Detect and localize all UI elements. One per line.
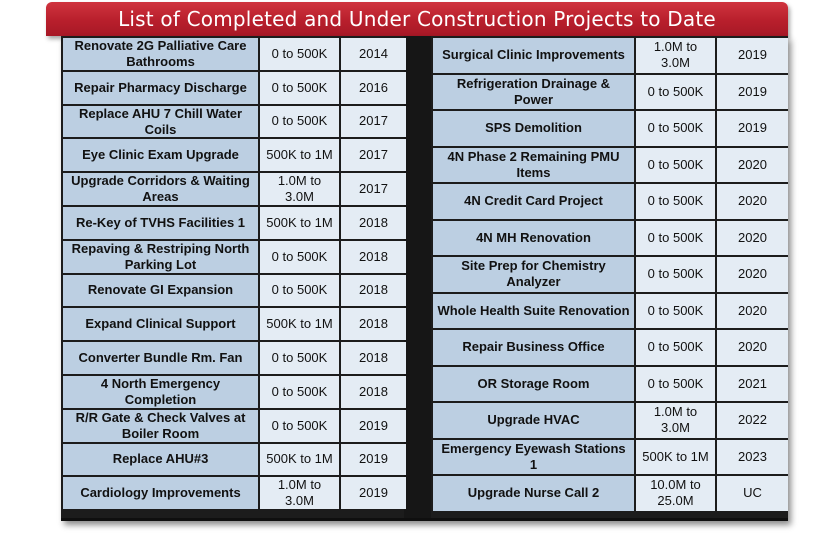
- year-cell: 2019: [717, 111, 788, 146]
- year-cell: 2018: [341, 206, 406, 239]
- project-name-cell: 4 North Emergency Completion: [63, 375, 258, 408]
- year-cell: 2019: [341, 443, 406, 476]
- cost-range-cell: 1.0M to 3.0M: [636, 403, 715, 438]
- cost-range-cell: 0 to 500K: [636, 293, 715, 328]
- year-cell: UC: [717, 476, 788, 511]
- year-cell: 2020: [717, 220, 788, 255]
- project-name-cell: Cardiology Improvements: [63, 477, 258, 510]
- cost-range-cell: 0 to 500K: [636, 220, 715, 255]
- year-cell: 2019: [341, 477, 406, 510]
- year-cell: 2023: [717, 439, 788, 474]
- project-name-cell: Converter Bundle Rm. Fan: [63, 342, 258, 374]
- project-name-cell: Upgrade Nurse Call 2: [433, 476, 634, 511]
- cost-range-cell: 0 to 500K: [636, 257, 715, 292]
- project-name-cell: Repair Business Office: [433, 330, 634, 365]
- cost-range-cell: 500K to 1M: [260, 206, 339, 239]
- left-project-table: Renovate 2G Palliative Care Bathrooms 0 t…: [63, 38, 406, 510]
- cost-range-cell: 0 to 500K: [260, 240, 339, 273]
- project-name-cell: Replace AHU 7 Chill Water Coils: [63, 105, 258, 138]
- year-cell: 2020: [717, 184, 788, 219]
- year-cell: 2018: [341, 375, 406, 408]
- cost-range-cell: 0 to 500K: [636, 147, 715, 182]
- project-name-cell: Repair Pharmacy Discharge: [63, 71, 258, 104]
- project-name-cell: Expand Clinical Support: [63, 308, 258, 341]
- year-cell: 2016: [341, 71, 406, 104]
- project-name-cell: Replace AHU#3: [63, 443, 258, 476]
- year-cell: 2018: [341, 308, 406, 341]
- cost-range-cell: 500K to 1M: [636, 439, 715, 474]
- cost-range-cell: 0 to 500K: [260, 409, 339, 442]
- year-cell: 2018: [341, 240, 406, 273]
- title-banner: List of Completed and Under Construction…: [46, 2, 788, 36]
- year-cell: 2014: [341, 38, 406, 70]
- column-divider: [404, 36, 431, 518]
- year-cell: 2021: [717, 366, 788, 401]
- cost-range-cell: 500K to 1M: [260, 443, 339, 476]
- year-cell: 2022: [717, 403, 788, 438]
- cost-range-cell: 1.0M to 3.0M: [260, 477, 339, 510]
- year-cell: 2018: [341, 274, 406, 307]
- cost-range-cell: 0 to 500K: [260, 38, 339, 70]
- project-name-cell: Surgical Clinic Improvements: [433, 38, 634, 73]
- year-cell: 2017: [341, 173, 406, 205]
- project-name-cell: Repaving & Restriping North Parking Lot: [63, 240, 258, 273]
- cost-range-cell: 0 to 500K: [636, 111, 715, 146]
- cost-range-cell: 0 to 500K: [636, 330, 715, 365]
- project-name-cell: Emergency Eyewash Stations 1: [433, 439, 634, 474]
- cost-range-cell: 0 to 500K: [260, 71, 339, 104]
- project-name-cell: Upgrade HVAC: [433, 403, 634, 438]
- year-cell: 2019: [717, 74, 788, 109]
- year-cell: 2019: [717, 38, 788, 73]
- cost-range-cell: 1.0M to 3.0M: [260, 173, 339, 205]
- year-cell: 2017: [341, 105, 406, 138]
- cost-range-cell: 500K to 1M: [260, 139, 339, 172]
- page-title: List of Completed and Under Construction…: [118, 7, 716, 31]
- cost-range-cell: 500K to 1M: [260, 308, 339, 341]
- year-cell: 2019: [341, 409, 406, 442]
- project-name-cell: Eye Clinic Exam Upgrade: [63, 139, 258, 172]
- project-name-cell: 4N Phase 2 Remaining PMU Items: [433, 147, 634, 182]
- cost-range-cell: 0 to 500K: [260, 342, 339, 374]
- project-name-cell: Renovate 2G Palliative Care Bathrooms: [63, 38, 258, 70]
- year-cell: 2018: [341, 342, 406, 374]
- project-name-cell: Re-Key of TVHS Facilities 1: [63, 206, 258, 239]
- project-name-cell: SPS Demolition: [433, 111, 634, 146]
- year-cell: 2020: [717, 147, 788, 182]
- cost-range-cell: 0 to 500K: [636, 366, 715, 401]
- project-name-cell: 4N MH Renovation: [433, 220, 634, 255]
- cost-range-cell: 0 to 500K: [636, 184, 715, 219]
- cost-range-cell: 0 to 500K: [260, 105, 339, 138]
- cost-range-cell: 0 to 500K: [260, 274, 339, 307]
- project-name-cell: OR Storage Room: [433, 366, 634, 401]
- year-cell: 2017: [341, 139, 406, 172]
- project-name-cell: Refrigeration Drainage & Power: [433, 74, 634, 109]
- project-name-cell: Whole Health Suite Renovation: [433, 293, 634, 328]
- year-cell: 2020: [717, 257, 788, 292]
- cost-range-cell: 0 to 500K: [260, 375, 339, 408]
- year-cell: 2020: [717, 330, 788, 365]
- cost-range-cell: 10.0M to 25.0M: [636, 476, 715, 511]
- cost-range-cell: 0 to 500K: [636, 74, 715, 109]
- project-name-cell: R/R Gate & Check Valves at Boiler Room: [63, 409, 258, 442]
- year-cell: 2020: [717, 293, 788, 328]
- project-name-cell: Upgrade Corridors & Waiting Areas: [63, 173, 258, 205]
- project-name-cell: 4N Credit Card Project: [433, 184, 634, 219]
- right-project-table: Surgical Clinic Improvements 1.0M to 3.0M…: [433, 38, 788, 511]
- cost-range-cell: 1.0M to 3.0M: [636, 38, 715, 73]
- project-name-cell: Site Prep for Chemistry Analyzer: [433, 257, 634, 292]
- project-name-cell: Renovate GI Expansion: [63, 274, 258, 307]
